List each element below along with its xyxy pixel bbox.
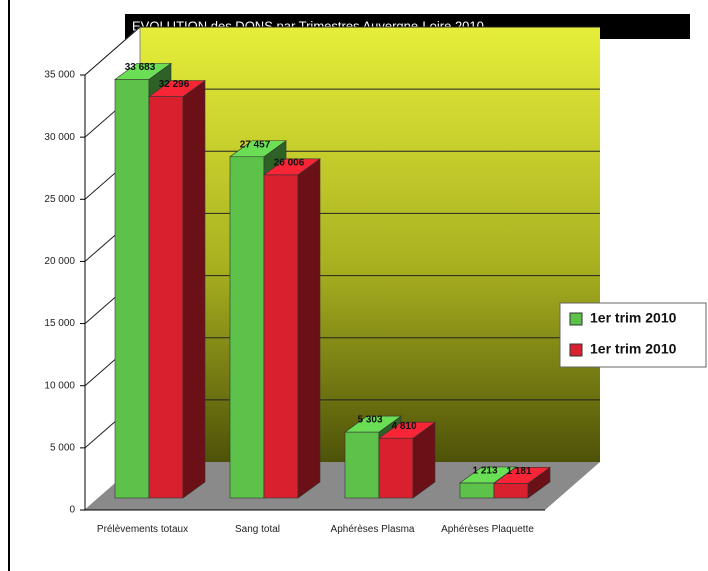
y-tick-label: 35 000	[44, 70, 75, 81]
bar-front	[344, 431, 380, 499]
value-label: 5 303	[357, 415, 382, 426]
legend-swatch	[569, 343, 583, 357]
x-tick-label: Sang total	[234, 524, 281, 535]
value-label: 33 683	[125, 62, 156, 73]
y-tick-label: 25 000	[44, 194, 75, 205]
value-label: 1 213	[472, 466, 497, 477]
bar	[148, 80, 206, 499]
x-tick-label: Aphérèses Plaquette	[441, 524, 534, 535]
bar-top	[263, 158, 321, 176]
y-tick-label: 30 000	[44, 132, 75, 143]
bar-side	[297, 158, 321, 499]
legend-box	[559, 302, 707, 368]
bar-top	[229, 140, 287, 158]
bar-front	[493, 483, 529, 499]
bar	[378, 421, 436, 499]
bar-front	[263, 174, 299, 499]
bar-top	[344, 415, 402, 433]
x-tick-label: Prélèvements totaux	[96, 524, 189, 535]
value-label: 27 457	[240, 139, 271, 150]
legend-swatch	[569, 312, 583, 326]
grid-line	[84, 26, 600, 76]
bar	[263, 158, 321, 499]
value-label: 32 296	[159, 79, 190, 90]
bar-top	[114, 63, 172, 80]
back-wall	[140, 27, 600, 462]
value-label: 4 810	[391, 421, 416, 432]
bar-top	[493, 467, 551, 484]
bar	[493, 466, 551, 499]
bar-side	[182, 80, 206, 499]
y-tick-label: 10 000	[44, 380, 75, 391]
bar-front	[229, 156, 265, 499]
bar-top	[459, 466, 517, 484]
y-tick-label: 5 000	[50, 442, 75, 453]
x-tick-label: Aphérèses Plasma	[330, 524, 415, 535]
bar-front	[378, 437, 414, 499]
bar-top	[378, 421, 436, 439]
y-tick-label: 15 000	[44, 318, 75, 329]
bar-front	[148, 96, 184, 499]
value-label: 1 181	[506, 466, 531, 477]
y-tick-label: 0	[69, 505, 75, 516]
y-tick-label: 20 000	[44, 256, 75, 267]
legend-label: 1er trim 2010	[590, 310, 677, 326]
bar-front	[459, 482, 495, 499]
bar-front	[114, 79, 150, 499]
legend-label: 1er trim 2010	[590, 341, 677, 357]
bar-top	[148, 80, 206, 97]
value-label: 26 006	[274, 157, 305, 168]
